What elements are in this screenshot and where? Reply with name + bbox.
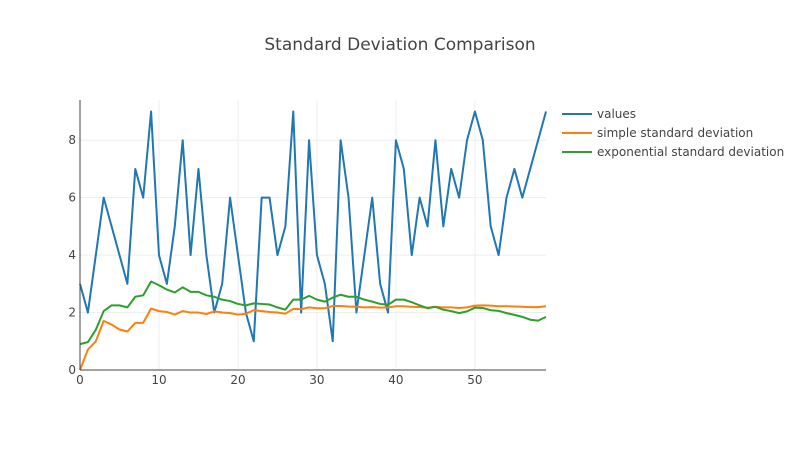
chart-title: Standard Deviation Comparison xyxy=(264,35,535,55)
chart-axes: 0 10 20 30 40 50 0 2 4 6 8 xyxy=(68,100,546,387)
series-line-values xyxy=(79,110,547,343)
x-tick-label: 40 xyxy=(388,373,403,387)
legend-item[interactable]: exponential standard deviation xyxy=(562,145,784,159)
legend-label: exponential standard deviation xyxy=(597,145,784,159)
legend-label: simple standard deviation xyxy=(597,126,753,140)
y-tick-label: 0 xyxy=(68,363,76,377)
series-line-exponential-standard-deviation xyxy=(79,280,547,346)
x-tick-label: 10 xyxy=(151,373,166,387)
x-tick-label: 0 xyxy=(76,373,84,387)
plot-area xyxy=(79,110,547,371)
y-tick-label: 4 xyxy=(68,248,76,262)
y-tick-label: 6 xyxy=(68,191,76,205)
chart-legend: values simple standard deviation exponenti… xyxy=(562,107,784,159)
series-line-simple-standard-deviation xyxy=(79,304,547,371)
x-tick-label: 50 xyxy=(467,373,482,387)
chart-grid xyxy=(80,100,546,370)
x-tick-label: 20 xyxy=(230,373,245,387)
y-tick-label: 8 xyxy=(68,133,76,147)
legend-item[interactable]: values xyxy=(562,107,636,121)
y-tick-label: 2 xyxy=(68,306,76,320)
legend-item[interactable]: simple standard deviation xyxy=(562,126,753,140)
legend-label: values xyxy=(597,107,636,121)
x-tick-label: 30 xyxy=(309,373,324,387)
